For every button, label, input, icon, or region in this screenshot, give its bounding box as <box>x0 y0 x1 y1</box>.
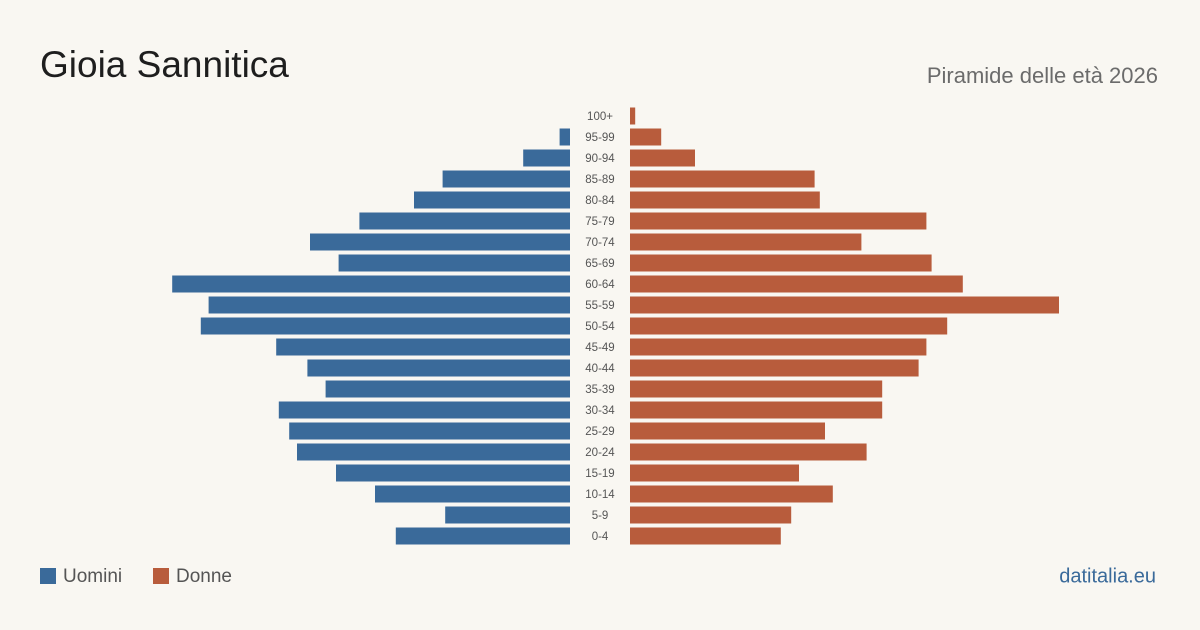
bar <box>336 464 570 482</box>
age-label: 70-74 <box>585 237 615 249</box>
bar <box>297 443 570 461</box>
bar <box>172 275 570 293</box>
age-label: 45-49 <box>585 342 614 354</box>
bar <box>630 254 932 272</box>
bar <box>630 212 927 230</box>
bar <box>310 233 570 251</box>
bar <box>359 212 570 230</box>
bar <box>630 149 695 167</box>
bar <box>208 296 570 314</box>
legend-swatch <box>40 568 56 584</box>
legend-swatch <box>153 568 169 584</box>
age-label: 100+ <box>587 111 613 123</box>
bar <box>630 170 815 188</box>
age-label: 90-94 <box>585 153 615 165</box>
age-label: 85-89 <box>585 174 614 186</box>
age-label: 25-29 <box>585 426 614 438</box>
bar <box>289 422 570 440</box>
bar <box>630 191 820 209</box>
bar <box>325 380 570 398</box>
bar <box>523 149 570 167</box>
age-label: 50-54 <box>585 321 615 333</box>
bar <box>442 170 570 188</box>
bar <box>630 380 883 398</box>
bar <box>630 485 833 503</box>
legend-label: Donne <box>176 566 232 587</box>
bar <box>630 128 662 146</box>
bar <box>559 128 570 146</box>
age-label: 65-69 <box>585 258 614 270</box>
bar <box>630 233 862 251</box>
legend-label: Uomini <box>63 566 122 587</box>
age-label: 15-19 <box>585 468 614 480</box>
bar <box>630 359 919 377</box>
bar <box>395 527 570 545</box>
age-label: 40-44 <box>585 363 615 375</box>
age-label: 10-14 <box>585 489 615 501</box>
age-label: 35-39 <box>585 384 614 396</box>
bar <box>338 254 570 272</box>
bar <box>630 464 799 482</box>
bar <box>630 296 1059 314</box>
age-label: 20-24 <box>585 447 615 459</box>
bar <box>630 506 792 524</box>
bar <box>630 275 963 293</box>
bar <box>276 338 570 356</box>
bar <box>375 485 570 503</box>
bar <box>630 338 927 356</box>
age-label: 30-34 <box>585 405 615 417</box>
age-label: 75-79 <box>585 216 614 228</box>
age-label: 80-84 <box>585 195 615 207</box>
source[interactable]: datitalia.eu <box>1059 565 1156 587</box>
bar <box>200 317 571 335</box>
age-label: 5-9 <box>592 510 609 522</box>
bar <box>307 359 570 377</box>
bar <box>445 506 570 524</box>
bar <box>630 401 883 419</box>
bar <box>278 401 570 419</box>
bar <box>630 107 636 125</box>
bar <box>630 527 781 545</box>
bar <box>630 422 825 440</box>
bar <box>414 191 570 209</box>
chart-title: Gioia Sannitica <box>40 44 289 85</box>
bar <box>630 443 867 461</box>
bar <box>630 317 948 335</box>
age-label: 60-64 <box>585 279 615 291</box>
age-label: 0-4 <box>592 531 609 543</box>
age-label: 95-99 <box>585 132 614 144</box>
chart-subtitle: Piramide delle età 2026 <box>927 63 1158 88</box>
age-label: 55-59 <box>585 300 614 312</box>
